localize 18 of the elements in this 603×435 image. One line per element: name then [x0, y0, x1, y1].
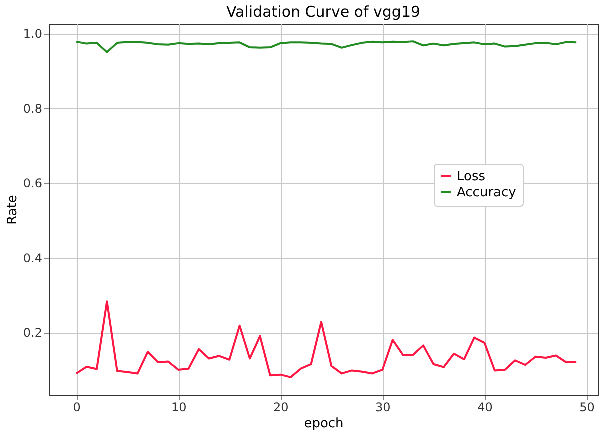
legend-label: Accuracy: [457, 186, 517, 200]
y-tick-label: 0.4: [23, 251, 42, 266]
y-tick-label: 0.2: [23, 326, 42, 340]
line-series: [76, 40, 578, 54]
chart-title: Validation Curve of vgg19: [226, 3, 421, 21]
x-tick-label: 0: [73, 400, 81, 414]
y-axis-title: Rate: [5, 195, 20, 225]
y-tick-label: 0.6: [23, 176, 42, 191]
line-series: [76, 300, 578, 378]
x-tick-label: 30: [376, 400, 391, 414]
x-tick-label: 20: [274, 400, 289, 414]
y-tick-label: 1.0: [23, 27, 42, 42]
x-tick-label: 50: [580, 400, 595, 414]
legend-label: Loss: [457, 170, 486, 184]
y-tick-label: 0.8: [23, 102, 42, 116]
x-axis-title: epoch: [304, 416, 344, 432]
x-tick-label: 40: [478, 400, 493, 414]
x-tick-label: 10: [171, 400, 187, 414]
